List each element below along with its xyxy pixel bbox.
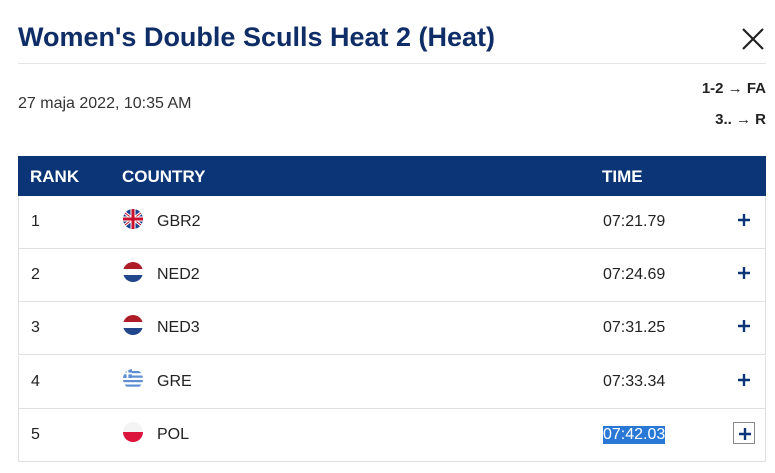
result-row: 3 NED3 07:31.25 (18, 302, 766, 355)
result-row: 2 NED2 07:24.69 (18, 249, 766, 302)
rank: 2 (31, 266, 40, 283)
time: 07:31.25 (603, 319, 666, 336)
time: 07:42.03 (603, 426, 666, 444)
country: NED2 (157, 266, 200, 283)
column-header: COUNTRY (122, 167, 206, 186)
result-row: 4 GRE 07:33.34 (18, 356, 766, 409)
country: GBR2 (157, 213, 201, 230)
progression-rule: 1-2 → FA (701, 80, 766, 97)
column-header: RANK (30, 167, 80, 186)
expand-button[interactable] (733, 422, 755, 444)
country: NED3 (157, 319, 200, 336)
expand-button[interactable] (733, 209, 755, 231)
expand-button[interactable] (733, 315, 755, 337)
rank: 3 (31, 319, 40, 336)
column-header: TIME (602, 167, 643, 186)
rank: 1 (31, 213, 40, 230)
flag-icon (123, 369, 143, 389)
flag-icon (123, 422, 143, 442)
expand-button[interactable] (733, 262, 755, 284)
result-row: 1 GBR2 07:21.79 (18, 196, 766, 249)
rank: 5 (31, 426, 40, 443)
country: POL (157, 426, 190, 443)
flag-icon (123, 315, 143, 335)
country: GRE (157, 373, 192, 390)
flag-icon (123, 209, 143, 229)
expand-button[interactable] (733, 369, 755, 391)
rank: 4 (31, 373, 40, 390)
time: 07:33.34 (603, 373, 666, 390)
time: 07:24.69 (603, 266, 666, 283)
flag-icon (123, 262, 143, 282)
time: 07:21.79 (603, 213, 666, 230)
race-date: 27 maja 2022, 10:35 AM (18, 95, 192, 112)
dialog-title: Women's Double Sculls Heat 2 (Heat) (18, 22, 496, 52)
close-button[interactable] (740, 26, 766, 52)
divider (18, 63, 766, 64)
table-header: RANK COUNTRY TIME (18, 156, 766, 196)
progression-rule: 3.. → R (715, 111, 766, 128)
result-row: 5 POL 07:42.03 (18, 409, 766, 462)
